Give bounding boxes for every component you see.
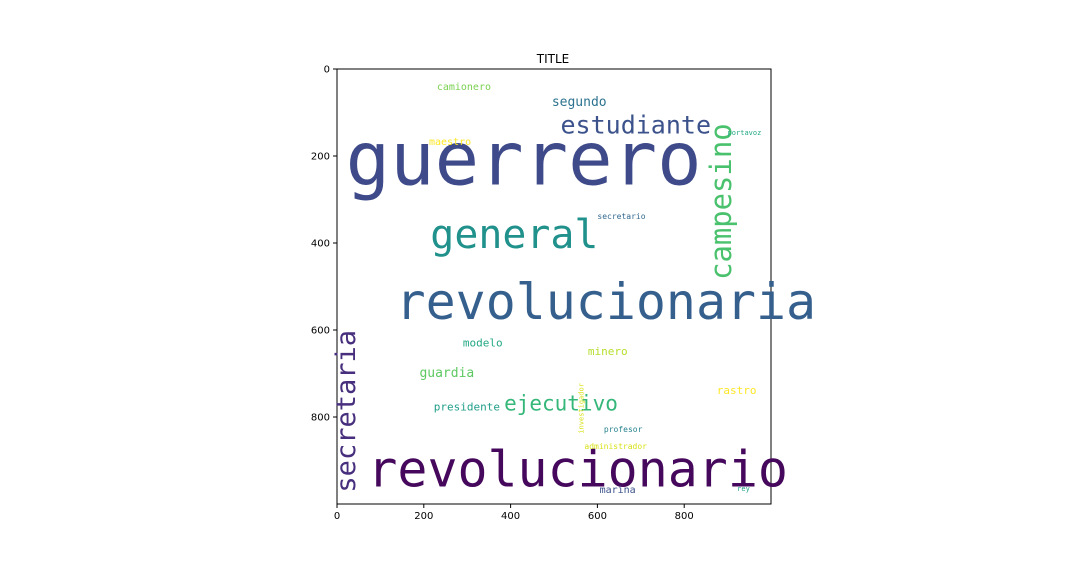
word-administrador: administrador (584, 442, 647, 451)
word-marina: marina (600, 485, 636, 496)
word-profesor: profesor (604, 425, 643, 434)
word-minero: minero (588, 345, 628, 358)
word-general: general (430, 212, 598, 258)
y-tick-label: 800 (311, 413, 330, 424)
y-tick-label: 200 (311, 152, 330, 163)
word-maestro: maestro (429, 137, 471, 148)
word-guardia: guardia (419, 366, 474, 381)
word-segundo: segundo (552, 95, 607, 110)
x-tick-label: 200 (414, 511, 433, 522)
word-layer: guerrero revolucionaria revolucionario gene… (331, 82, 816, 499)
word-investigador: investigador (578, 383, 586, 434)
x-tick-label: 0 (334, 511, 340, 522)
word-portavoz: portavoz (728, 129, 762, 137)
word-revolucionaria: revolucionaria (396, 273, 817, 331)
x-tick-label: 400 (501, 511, 520, 522)
y-tick-label: 0 (324, 65, 330, 76)
word-estudiante: estudiante (561, 110, 712, 139)
y-axis: 0 200 400 600 800 (311, 65, 337, 424)
y-tick-label: 400 (311, 239, 330, 250)
word-presidente: presidente (434, 400, 500, 413)
word-secretario: secretario (597, 212, 645, 221)
x-tick-label: 600 (588, 511, 607, 522)
word-ejecutivo: ejecutivo (504, 391, 618, 415)
plot-area (336, 68, 772, 505)
word-revolucionario: revolucionario (367, 441, 788, 499)
word-camionero: camionero (437, 82, 491, 93)
chart-title: TITLE (536, 52, 569, 66)
word-modelo: modelo (463, 337, 503, 350)
word-campesino: campesino (704, 123, 738, 280)
word-secretaria: secretaria (331, 330, 362, 493)
y-tick-label: 600 (311, 326, 330, 337)
word-guerrero: guerrero (346, 116, 702, 202)
x-axis: 0 200 400 600 800 (334, 504, 694, 522)
word-rastro: rastro (717, 384, 757, 397)
word-rey: rey (737, 485, 750, 493)
x-tick-label: 800 (675, 511, 694, 522)
